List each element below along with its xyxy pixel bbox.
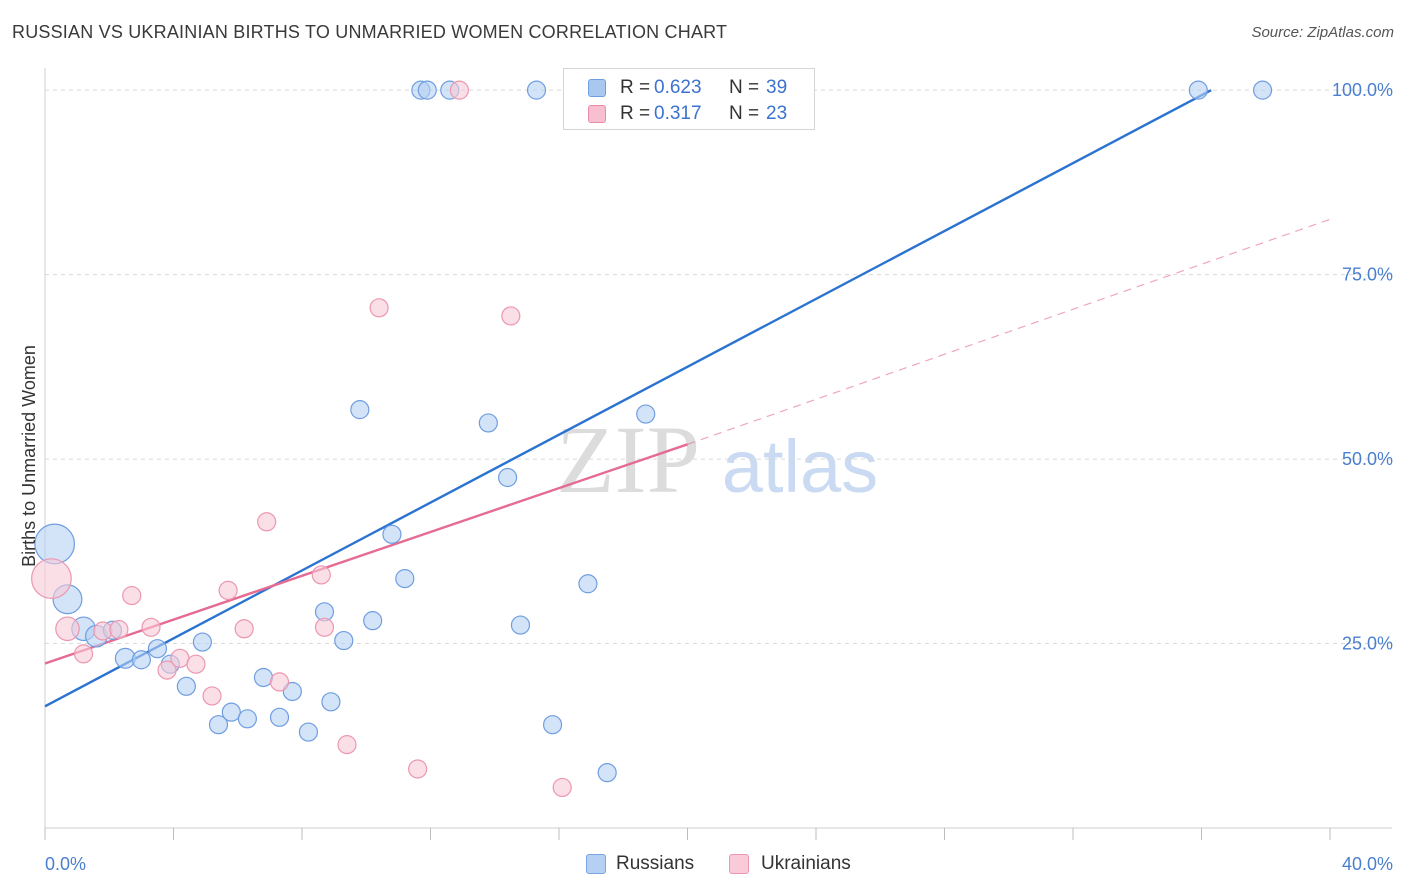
russian-point [269, 707, 290, 727]
ukrainian-point [269, 672, 290, 692]
russian-point [253, 667, 274, 688]
chart-title: RUSSIAN VS UKRAINIAN BIRTHS TO UNMARRIED… [12, 22, 728, 42]
ukrainian-point [449, 80, 470, 100]
russians-legend-label: Russians [616, 853, 695, 874]
russian-point [350, 400, 370, 420]
ukrainian-point [93, 621, 113, 641]
ukrainian-point [218, 580, 238, 601]
n-label: N = [729, 77, 760, 98]
axis-labels: 25.0% 50.0% 75.0% 100.0% 0.0% 40.0% Births to … [19, 80, 1393, 874]
russian-point [578, 574, 598, 594]
russian-point [221, 702, 241, 722]
russian-point [298, 722, 319, 742]
ukrainian-point [55, 616, 80, 642]
ukrainian-point [337, 735, 357, 755]
n-value: 23 [766, 103, 788, 124]
r-value: 0.623 [654, 77, 702, 98]
russian-point [636, 404, 656, 424]
ukrainian-point [369, 298, 389, 318]
ukrainian-point [157, 660, 177, 680]
y-tick-label: 50.0% [1342, 449, 1393, 469]
ukrainian-point [31, 558, 72, 600]
y-tick-label: 25.0% [1342, 634, 1393, 654]
russian-point [417, 80, 437, 100]
r-label: R = [620, 103, 651, 124]
ukrainian-point [122, 585, 142, 606]
axes [44, 68, 1392, 840]
r-value: 0.317 [654, 103, 702, 124]
russian-point [510, 615, 531, 635]
russian-point [1252, 80, 1273, 100]
russian-point [208, 715, 229, 735]
x-tick-label: 40.0% [1342, 854, 1393, 874]
ukrainian-point [202, 686, 222, 706]
ukrainian-point [141, 617, 161, 637]
russian-point [363, 611, 383, 631]
ukrainians-legend-label: Ukrainians [761, 853, 851, 874]
ukrainians-legend-swatch [729, 854, 749, 874]
x-tick-label: 0.0% [45, 854, 86, 874]
russian-point [334, 630, 354, 651]
ukrainian-point [234, 619, 254, 639]
data-points [31, 80, 1273, 798]
russian-point [395, 569, 415, 589]
ukrainians-trendline-extension [687, 218, 1331, 445]
ukrainian-point [552, 777, 572, 798]
ukrainian-point [501, 306, 521, 326]
n-label: N = [729, 103, 760, 124]
russian-point [147, 639, 168, 659]
russian-point [176, 676, 196, 696]
ukrainian-point [257, 512, 277, 532]
r-label: R = [620, 77, 651, 98]
ukrainians-swatch [588, 105, 606, 123]
stats-row-ukrainians: R = 0.317 N = 23 [564, 101, 814, 127]
russian-point [192, 632, 213, 652]
ukrainians-trendline [44, 443, 688, 665]
watermark-atlas: atlas [722, 425, 878, 508]
stats-legend: R = 0.623 N = 39 R = 0.317 N = 23 [563, 68, 815, 130]
russians-legend-swatch [586, 854, 606, 874]
y-tick-label: 100.0% [1332, 80, 1393, 100]
russian-point [34, 523, 76, 565]
russian-point [542, 715, 563, 735]
ukrainian-point [109, 619, 129, 640]
russian-point [237, 709, 257, 729]
stats-row-russians: R = 0.623 N = 39 [564, 75, 814, 101]
russian-point [131, 650, 151, 670]
ukrainian-point [186, 654, 206, 674]
ukrainian-point [314, 617, 335, 637]
ukrainian-point [170, 648, 190, 668]
russian-point [1188, 80, 1208, 100]
russian-point [321, 692, 341, 712]
russians-swatch [588, 79, 606, 97]
russian-point [282, 681, 302, 702]
russian-point [498, 467, 518, 488]
russian-point [382, 524, 402, 544]
russians-trendline [44, 89, 1212, 708]
grid-lines [45, 89, 1392, 645]
russian-point [478, 413, 498, 433]
series-legend: Russians Ukrainians [0, 852, 1406, 878]
russian-point [597, 763, 617, 783]
ukrainian-point [408, 759, 428, 779]
n-value: 39 [766, 77, 788, 98]
y-axis-title: Births to Unmarried Women [19, 345, 39, 567]
watermark: ZIP atlas [556, 406, 878, 513]
ukrainian-point [73, 644, 94, 664]
russian-point [526, 80, 547, 100]
trendlines [44, 89, 1331, 708]
y-tick-label: 75.0% [1342, 265, 1393, 285]
source-label: Source: ZipAtlas.com [1251, 24, 1394, 41]
ukrainian-point [311, 565, 331, 585]
